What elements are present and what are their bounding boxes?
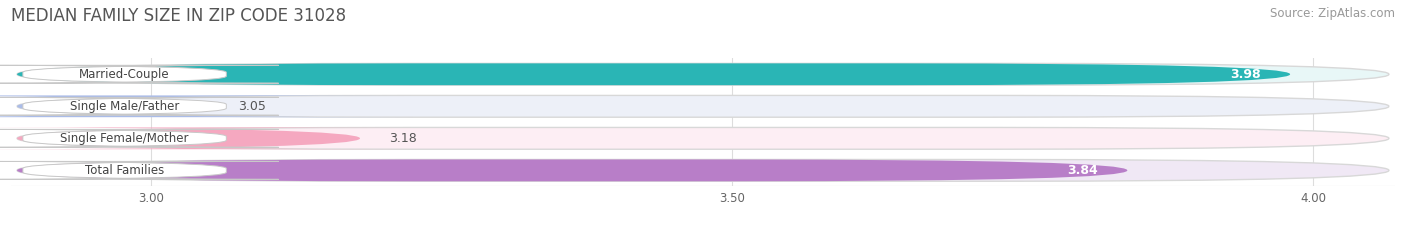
Text: Total Families: Total Families <box>84 164 165 177</box>
FancyBboxPatch shape <box>17 63 1291 85</box>
Text: Married-Couple: Married-Couple <box>79 68 170 81</box>
FancyBboxPatch shape <box>0 96 412 117</box>
Text: Single Male/Father: Single Male/Father <box>70 100 180 113</box>
Text: 3.18: 3.18 <box>389 132 416 145</box>
FancyBboxPatch shape <box>0 129 278 147</box>
FancyBboxPatch shape <box>0 65 278 83</box>
Text: 3.05: 3.05 <box>238 100 266 113</box>
FancyBboxPatch shape <box>17 63 1389 85</box>
FancyBboxPatch shape <box>0 127 412 149</box>
Text: 3.84: 3.84 <box>1067 164 1098 177</box>
FancyBboxPatch shape <box>0 161 278 179</box>
FancyBboxPatch shape <box>17 159 1128 181</box>
Text: Single Female/Mother: Single Female/Mother <box>60 132 188 145</box>
FancyBboxPatch shape <box>17 159 1389 181</box>
Text: MEDIAN FAMILY SIZE IN ZIP CODE 31028: MEDIAN FAMILY SIZE IN ZIP CODE 31028 <box>11 7 346 25</box>
FancyBboxPatch shape <box>17 127 1389 149</box>
FancyBboxPatch shape <box>0 97 278 115</box>
Text: Source: ZipAtlas.com: Source: ZipAtlas.com <box>1270 7 1395 20</box>
FancyBboxPatch shape <box>17 96 1389 117</box>
Text: 3.98: 3.98 <box>1230 68 1261 81</box>
